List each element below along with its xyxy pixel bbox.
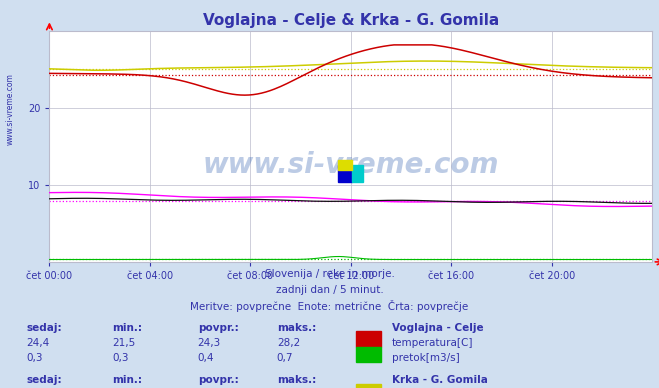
Text: 0,3: 0,3: [26, 353, 43, 363]
Text: 24,4: 24,4: [26, 338, 49, 348]
Text: maks.:: maks.:: [277, 375, 316, 385]
Text: 0,4: 0,4: [198, 353, 214, 363]
Text: min.:: min.:: [112, 322, 142, 333]
Text: sedaj:: sedaj:: [26, 322, 62, 333]
Text: 21,5: 21,5: [112, 338, 135, 348]
Text: Krka - G. Gomila: Krka - G. Gomila: [392, 375, 488, 385]
Bar: [356, 383, 381, 388]
Text: 0,7: 0,7: [277, 353, 293, 363]
Text: 24,3: 24,3: [198, 338, 221, 348]
Text: 28,2: 28,2: [277, 338, 300, 348]
Text: sedaj:: sedaj:: [26, 375, 62, 385]
Text: 0,3: 0,3: [112, 353, 129, 363]
Text: maks.:: maks.:: [277, 322, 316, 333]
Text: Voglajna - Celje: Voglajna - Celje: [392, 322, 484, 333]
Text: zadnji dan / 5 minut.: zadnji dan / 5 minut.: [275, 285, 384, 295]
Bar: [356, 331, 381, 347]
Text: Meritve: povprečne  Enote: metrične  Črta: povprečje: Meritve: povprečne Enote: metrične Črta:…: [190, 300, 469, 312]
Text: min.:: min.:: [112, 375, 142, 385]
Bar: [356, 347, 381, 362]
Bar: [338, 160, 353, 170]
Text: www.si-vreme.com: www.si-vreme.com: [203, 151, 499, 179]
Text: temperatura[C]: temperatura[C]: [392, 338, 474, 348]
Text: www.si-vreme.com: www.si-vreme.com: [5, 73, 14, 145]
Title: Voglajna - Celje & Krka - G. Gomila: Voglajna - Celje & Krka - G. Gomila: [203, 14, 499, 28]
Bar: [338, 165, 353, 182]
Text: Slovenija / reke in morje.: Slovenija / reke in morje.: [264, 269, 395, 279]
Text: povpr.:: povpr.:: [198, 322, 239, 333]
Text: pretok[m3/s]: pretok[m3/s]: [392, 353, 460, 363]
Text: povpr.:: povpr.:: [198, 375, 239, 385]
Bar: [353, 165, 363, 182]
